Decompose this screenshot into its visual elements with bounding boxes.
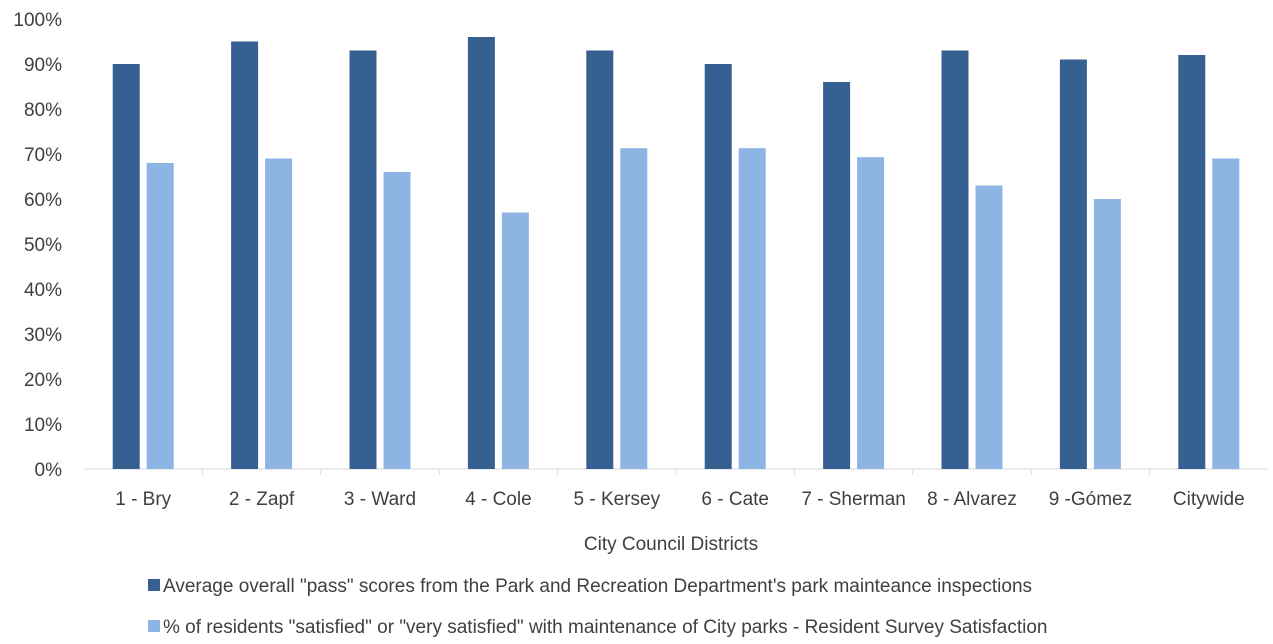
y-tick-label: 0% (35, 460, 63, 481)
bar-series-2 (265, 158, 293, 469)
x-tick-label: 8 - Alvarez (927, 489, 1017, 510)
x-tick-label: 4 - Cole (465, 489, 532, 510)
bar-series-1 (112, 64, 140, 469)
x-tick-label: 2 - Zapf (229, 489, 295, 510)
legend-swatch-2 (148, 620, 160, 632)
bar-series-1 (941, 50, 969, 469)
y-tick-label: 10% (24, 415, 62, 436)
x-tick-label: 3 - Ward (344, 489, 416, 510)
bar-series-1 (467, 37, 495, 469)
y-tick-label: 30% (24, 325, 62, 346)
x-tick-label: 9 -Gómez (1049, 489, 1132, 510)
legend-swatch-1 (148, 579, 160, 591)
y-tick-label: 20% (24, 370, 62, 391)
bar-series-1 (231, 41, 259, 469)
legend-label-2: % of residents "satisfied" or "very sati… (163, 617, 1047, 638)
bar-series-2 (1212, 158, 1240, 469)
bar-series-2 (383, 172, 411, 469)
bar-series-2 (620, 148, 648, 469)
x-tick-label: 5 - Kersey (574, 489, 661, 510)
y-axis-ticks: 0% 10% 20% 30% 40% 50% 60% 70% 80% 90% 100% (13, 10, 62, 481)
y-tick-label: 70% (24, 145, 62, 166)
y-tick-label: 90% (24, 55, 62, 76)
bar-series-1 (704, 64, 732, 469)
x-tick-label: 6 - Cate (701, 489, 769, 510)
legend: Average overall "pass" scores from the P… (148, 576, 1047, 638)
y-tick-label: 100% (13, 10, 62, 31)
y-tick-label: 40% (24, 280, 62, 301)
bar-series-2 (1093, 199, 1121, 469)
y-tick-label: 50% (24, 235, 62, 256)
bar-series-2 (146, 163, 174, 469)
bar-series-1 (823, 82, 851, 469)
bar-series-1 (349, 50, 377, 469)
y-tick-label: 80% (24, 100, 62, 121)
bar-series-2 (975, 185, 1003, 469)
x-axis-ticks: 1 - Bry 2 - Zapf 3 - Ward 4 - Cole 5 - Kerse… (115, 469, 1245, 510)
bar-series-1 (586, 50, 614, 469)
bar-series-1 (1178, 55, 1206, 469)
x-tick-label: 7 - Sherman (801, 489, 906, 510)
bar-series-2 (738, 148, 766, 469)
y-tick-label: 60% (24, 190, 62, 211)
bars (112, 37, 1240, 469)
x-axis-title: City Council Districts (584, 534, 758, 555)
x-tick-label: 1 - Bry (115, 489, 171, 510)
bar-series-2 (857, 157, 885, 469)
x-tick-label: Citywide (1173, 489, 1245, 510)
bar-series-1 (1059, 59, 1087, 469)
legend-label-1: Average overall "pass" scores from the P… (163, 576, 1032, 597)
bar-series-2 (501, 212, 529, 469)
